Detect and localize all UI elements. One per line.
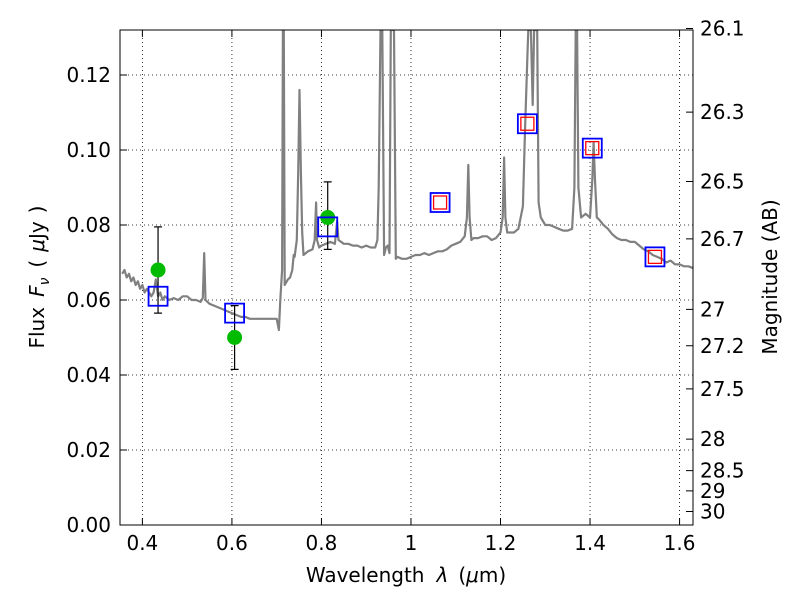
- model-point: [224, 302, 246, 324]
- x-tick-label: 0.4: [126, 531, 158, 555]
- predicted-point: [520, 116, 535, 131]
- y-tick-label: 0.00: [66, 513, 111, 537]
- x-tick-label: 0.8: [306, 531, 338, 555]
- x-tick-label: 1.2: [485, 531, 517, 555]
- spectrum-line: [121, 30, 693, 332]
- y-tick-label: 0.04: [66, 363, 111, 387]
- model-point: [516, 113, 538, 135]
- y2-axis-label: Magnitude (AB): [758, 199, 782, 354]
- y-tick-label: 0.12: [66, 63, 111, 87]
- x-tick-label: 0.6: [216, 531, 248, 555]
- y2-tick-label: 26.7: [700, 227, 745, 251]
- observed-point: [227, 330, 243, 345]
- grid-layer: [120, 30, 693, 526]
- predicted-point: [585, 140, 600, 156]
- predicted-point: [647, 249, 663, 265]
- y2-tick-label: 29: [700, 479, 725, 503]
- model-point: [429, 192, 451, 213]
- data-layer: [121, 30, 693, 370]
- x-tick-label: 1.6: [664, 531, 696, 555]
- y-axis-label: FluxFν(μJy): [25, 205, 53, 348]
- y2-tick-label: 27.5: [700, 377, 745, 401]
- y2-tick-label: 26.3: [700, 100, 745, 124]
- model-point: [317, 216, 339, 238]
- y-tick-label: 0.02: [66, 438, 111, 462]
- y2-tick-label: 28: [700, 427, 725, 451]
- x-tick-label: 1: [405, 531, 418, 555]
- y2-tick-label: 28.5: [700, 459, 745, 483]
- y2-tick-label: 26.1: [700, 17, 745, 41]
- x-axis-label: Wavelength λ (μm): [306, 563, 506, 587]
- model-point: [147, 285, 169, 307]
- y2-tick-label: 27.2: [700, 334, 745, 358]
- predicted-point: [432, 195, 448, 210]
- y2-tick-label: 30: [700, 500, 725, 524]
- model-point: [581, 137, 603, 159]
- y2-tick-label: 26.5: [700, 170, 745, 194]
- y-tick-label: 0.08: [66, 213, 111, 237]
- y-tick-label: 0.10: [66, 138, 111, 162]
- tick-layer: 0.4 0.6 0.8 1 1.2 1.4 1.6 0.00 0.02 0.04 0.06 0.08 0…: [66, 17, 744, 556]
- y2-tick-label: 27: [700, 297, 725, 321]
- plot-frame: [119, 29, 694, 526]
- model-point: [644, 246, 666, 268]
- y-tick-label: 0.06: [66, 288, 111, 312]
- x-tick-label: 1.4: [574, 531, 606, 555]
- observed-point: [150, 262, 166, 278]
